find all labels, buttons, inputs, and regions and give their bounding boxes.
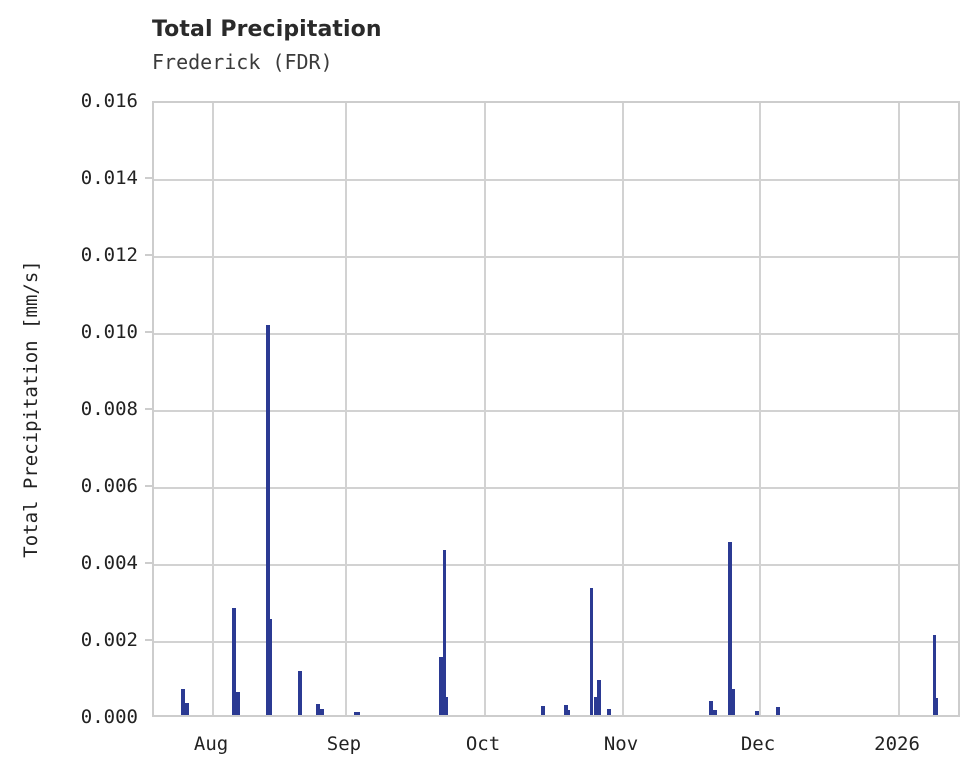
x-axis-tick-label: Nov — [603, 733, 639, 755]
y-axis-tick-label: 0.008 — [80, 398, 138, 420]
bar — [443, 550, 446, 715]
x-axis-tick-label: Dec — [740, 733, 776, 755]
bar — [564, 705, 568, 715]
x-axis-tick-label: Oct — [465, 733, 501, 755]
bar — [568, 710, 570, 715]
bar — [439, 657, 444, 715]
x-axis-tick-label: Sep — [326, 733, 362, 755]
gridline-vertical — [898, 103, 901, 715]
bar — [316, 704, 320, 715]
bar — [607, 708, 611, 715]
plot-area — [152, 101, 960, 717]
bar — [594, 697, 597, 715]
bar — [713, 710, 717, 715]
gridline-vertical — [759, 103, 761, 715]
y-axis-tick-mark — [145, 485, 152, 487]
y-axis-tick-label: 0.002 — [80, 629, 138, 651]
y-axis-tick-label: 0.012 — [80, 244, 138, 266]
bar — [541, 706, 545, 715]
bar — [755, 711, 759, 715]
y-axis-tick-label: 0.014 — [80, 167, 138, 189]
bar — [232, 607, 236, 715]
bar — [732, 688, 735, 715]
bar — [270, 618, 272, 715]
gridline-horizontal — [154, 564, 958, 566]
gridline-vertical — [344, 103, 347, 715]
y-axis-tick-label: 0.010 — [80, 321, 138, 343]
x-axis-tick-label: 2026 — [874, 733, 920, 755]
bar — [266, 325, 270, 715]
bar — [597, 680, 601, 715]
y-axis-tick-label: 0.006 — [80, 475, 138, 497]
bar — [776, 707, 780, 715]
bar — [236, 691, 240, 715]
gridline-vertical — [212, 103, 215, 715]
chart-subtitle: Frederick (FDR) — [152, 50, 333, 74]
y-axis-tick-mark — [145, 177, 152, 179]
y-axis-tick-label: 0.004 — [80, 552, 138, 574]
bar — [590, 587, 593, 715]
y-axis-tick-label: 0.000 — [80, 706, 138, 728]
y-axis-tick-mark — [145, 254, 152, 256]
gridline-horizontal — [154, 410, 958, 412]
bar — [185, 703, 189, 715]
bar — [298, 670, 302, 715]
bar — [181, 688, 185, 715]
y-axis-tick-mark — [145, 639, 152, 641]
chart-title: Total Precipitation — [152, 17, 382, 42]
y-axis-tick-mark — [145, 562, 152, 564]
bar — [320, 708, 324, 715]
bar — [728, 541, 732, 715]
gridline-horizontal — [154, 256, 958, 258]
gridline-vertical — [484, 103, 487, 715]
y-axis-tick-mark — [145, 331, 152, 333]
gridline-horizontal — [154, 333, 958, 335]
bar — [709, 701, 713, 715]
gridline-vertical — [622, 103, 625, 715]
y-axis-tick-label: 0.016 — [80, 90, 138, 112]
gridline-horizontal — [154, 487, 958, 489]
bar — [354, 711, 360, 715]
x-axis-tick-label: Aug — [193, 733, 229, 755]
bar — [446, 696, 448, 715]
y-axis-tick-mark — [145, 408, 152, 410]
gridline-horizontal — [154, 641, 958, 643]
bar — [936, 697, 938, 715]
bar — [933, 634, 936, 715]
gridline-horizontal — [154, 179, 958, 181]
